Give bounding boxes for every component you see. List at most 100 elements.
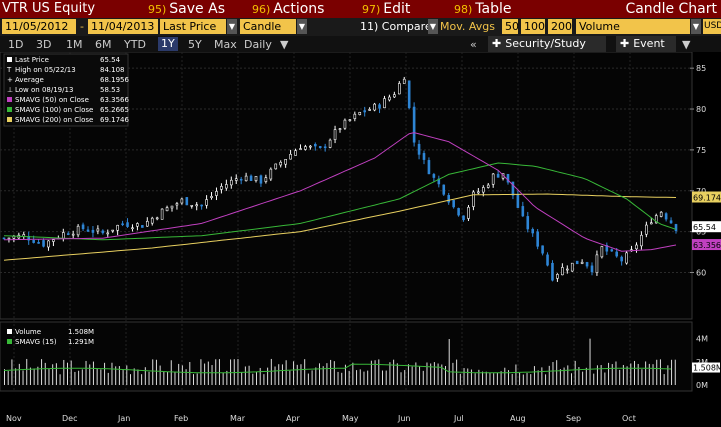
- chart-style-dropdown-icon[interactable]: ▼: [297, 19, 307, 34]
- volume-bar: [18, 363, 20, 385]
- event-dropdown-icon[interactable]: ▼: [682, 38, 691, 51]
- volume-bar: [604, 372, 606, 385]
- volume-bar: [634, 360, 635, 385]
- volume-bar: [252, 373, 254, 385]
- volume-dropdown-icon[interactable]: ▼: [691, 19, 701, 34]
- candle-body: [116, 224, 119, 231]
- price-tick-label: 75: [696, 146, 706, 155]
- candle-body: [239, 178, 243, 181]
- volume-bar: [600, 365, 602, 385]
- ma-period-50[interactable]: 50: [502, 19, 519, 34]
- ma-period-200[interactable]: 200: [548, 19, 572, 34]
- volume-legend: Volume 1.508M SMAVG (15) 1.291M: [7, 328, 94, 346]
- volume-legend-swatch: [7, 329, 12, 334]
- volume-bar: [7, 371, 9, 385]
- save-as-button[interactable]: 95) Save As: [148, 1, 225, 17]
- volume-bar: [563, 367, 565, 385]
- period-6m[interactable]: 6M: [95, 38, 112, 51]
- candle-body: [61, 232, 65, 239]
- candle-body: [249, 175, 253, 182]
- candle-body: [674, 224, 678, 231]
- volume-bar: [367, 370, 369, 385]
- volume-bar: [322, 366, 324, 385]
- volume-bar: [74, 371, 76, 385]
- candle-body: [145, 221, 149, 227]
- volume-bar: [533, 366, 535, 385]
- price-tags: 69.1746 65.54 63.3566: [692, 191, 721, 251]
- volume-bar: [559, 369, 561, 385]
- edit-button[interactable]: 97) Edit: [362, 1, 411, 17]
- month-label: Mar: [230, 414, 246, 423]
- volume-bar: [218, 359, 220, 385]
- volume-field-select[interactable]: Volume: [576, 19, 690, 34]
- actions-button[interactable]: 96) Actions: [252, 1, 325, 17]
- compare-button[interactable]: 11) Compare: [360, 20, 432, 33]
- ma-period-100[interactable]: 100: [521, 19, 545, 34]
- legend-value: 58.53: [100, 86, 120, 94]
- period-1y[interactable]: 1Y: [158, 37, 178, 51]
- candle-body: [412, 106, 416, 143]
- candle-body: [190, 205, 194, 207]
- price-tick-label: 85: [696, 64, 706, 73]
- volume-bar: [296, 364, 298, 385]
- candle-body: [96, 228, 100, 232]
- panel-collapse-icon[interactable]: «: [470, 38, 477, 51]
- volume-bar: [578, 367, 580, 385]
- period-ytd[interactable]: YTD: [124, 38, 146, 51]
- volume-bar: [15, 368, 17, 385]
- candle-body: [215, 191, 218, 196]
- candle-body: [417, 143, 421, 155]
- event-label: Event: [633, 37, 665, 50]
- volume-bar: [285, 360, 287, 385]
- candle-body: [541, 245, 544, 254]
- volume-bar: [671, 359, 673, 385]
- table-button[interactable]: 98) Table: [454, 1, 512, 17]
- volume-bar: [189, 362, 191, 385]
- volume-bar: [307, 373, 309, 385]
- event-button[interactable]: ✚ Event: [616, 36, 676, 52]
- period-3d[interactable]: 3D: [36, 38, 52, 51]
- candles: [2, 76, 678, 282]
- legend-value: 69.1746: [100, 116, 129, 124]
- candle-body: [373, 103, 376, 111]
- compare-dropdown-icon[interactable]: ▼: [428, 19, 438, 34]
- currency-field[interactable]: USD: [703, 19, 721, 34]
- price-tag: [692, 221, 721, 233]
- end-date-field[interactable]: 11/04/2013: [88, 19, 158, 34]
- chart-style-select[interactable]: Candle: [240, 19, 296, 34]
- period-1d[interactable]: 1D: [8, 38, 24, 51]
- volume-bar: [407, 364, 409, 385]
- candle-body: [141, 225, 144, 228]
- candle-body: [299, 148, 302, 150]
- mov-avgs-label: Mov. Avgs: [440, 20, 495, 33]
- price-tag-label: 69.1746: [693, 194, 721, 203]
- price-field-dropdown-icon[interactable]: ▼: [227, 19, 237, 34]
- period-max[interactable]: Max: [214, 38, 237, 51]
- candle-body: [71, 233, 75, 236]
- candle-body: [37, 242, 40, 244]
- ticker-title[interactable]: VTR US Equity: [2, 1, 96, 16]
- legend-label: SMAVG (50) on Close: [15, 96, 89, 104]
- volume-bar: [404, 370, 406, 385]
- frequency-dropdown-icon[interactable]: ▼: [280, 38, 289, 51]
- period-1m[interactable]: 1M: [66, 38, 83, 51]
- security-study-button[interactable]: ✚ Security/Study: [488, 36, 606, 52]
- period-5y[interactable]: 5Y: [188, 38, 202, 51]
- volume-bar: [211, 365, 213, 385]
- price-tick-label: 80: [696, 105, 706, 114]
- volume-bar: [567, 365, 569, 385]
- volume-bar: [133, 368, 135, 385]
- frequency-select[interactable]: Daily: [244, 38, 272, 51]
- price-field-select[interactable]: Last Price: [160, 19, 226, 34]
- volume-bar: [281, 364, 283, 385]
- candle-body: [659, 211, 663, 217]
- start-date-field[interactable]: 11/05/2012: [2, 19, 76, 34]
- candle-body: [447, 195, 451, 203]
- candle-body: [388, 96, 391, 101]
- volume-bar: [504, 367, 506, 385]
- volume-bar: [467, 368, 469, 385]
- candle-body: [2, 237, 6, 240]
- candle-body: [521, 206, 525, 217]
- volume-bar: [459, 373, 461, 385]
